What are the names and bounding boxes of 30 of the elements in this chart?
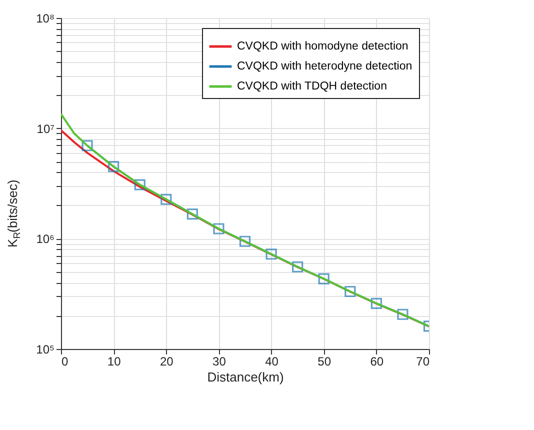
y-tick-label: 10⁶	[36, 232, 55, 246]
point	[186, 208, 198, 220]
x-tick-label: 40	[265, 354, 279, 368]
point	[108, 161, 120, 172]
legend-label: CVQKD with heterodyne detection	[237, 60, 412, 72]
legend-label: CVQKD with TDQH detection	[237, 80, 387, 92]
y-tick-label: 10⁷	[36, 122, 54, 136]
y-tick-label: 10⁸	[36, 12, 54, 26]
x-axis-title: Distance(km)	[207, 370, 284, 384]
x-tick-label: 70	[416, 354, 430, 368]
y-tick-label: 10⁵	[36, 342, 55, 356]
x-tick-label: 20	[160, 354, 174, 368]
y-axis-title: KR(bits/sec)	[5, 180, 23, 248]
point	[344, 286, 356, 298]
point	[266, 248, 277, 260]
point	[239, 236, 251, 247]
x-tick-label: 60	[370, 354, 384, 368]
legend-label: CVQKD with homodyne detection	[237, 40, 408, 52]
point	[82, 140, 93, 152]
point	[134, 179, 146, 190]
point	[370, 298, 382, 309]
point	[213, 223, 224, 234]
point	[397, 308, 408, 320]
point	[292, 261, 304, 272]
x-tick-label: 30	[212, 354, 226, 368]
x-tick-label: 10	[107, 354, 122, 368]
point	[318, 273, 330, 284]
point	[160, 194, 172, 205]
x-tick-label: 50	[318, 354, 332, 368]
x-tick-label: 0	[62, 354, 68, 368]
